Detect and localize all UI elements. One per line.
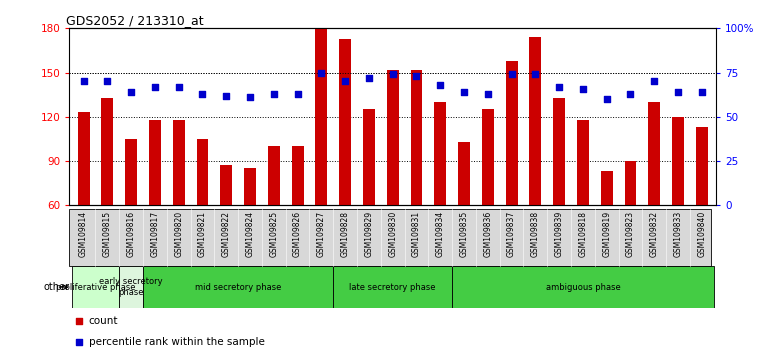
Bar bbox=[648, 102, 660, 205]
Bar bbox=[452, 266, 714, 308]
Text: GSM109825: GSM109825 bbox=[270, 211, 278, 257]
Bar bbox=[268, 146, 280, 205]
Bar bbox=[577, 120, 589, 205]
Point bbox=[624, 91, 637, 97]
Point bbox=[553, 84, 565, 90]
Bar bbox=[672, 117, 684, 205]
Text: GSM109831: GSM109831 bbox=[412, 211, 421, 257]
Point bbox=[196, 91, 209, 97]
Bar bbox=[102, 98, 113, 205]
Point bbox=[73, 318, 85, 324]
Bar bbox=[333, 266, 452, 308]
Bar bbox=[530, 37, 541, 205]
Point bbox=[529, 72, 541, 77]
Bar bbox=[363, 109, 375, 205]
Text: GSM109822: GSM109822 bbox=[222, 211, 231, 257]
Bar bbox=[119, 266, 143, 308]
Bar bbox=[220, 166, 233, 205]
Text: GSM109827: GSM109827 bbox=[317, 211, 326, 257]
Text: mid secretory phase: mid secretory phase bbox=[195, 282, 281, 292]
Text: GSM109839: GSM109839 bbox=[554, 211, 564, 257]
Bar bbox=[553, 98, 565, 205]
Text: GSM109820: GSM109820 bbox=[174, 211, 183, 257]
Point bbox=[648, 79, 661, 84]
Bar bbox=[244, 169, 256, 205]
Text: GSM109819: GSM109819 bbox=[602, 211, 611, 257]
Text: late secretory phase: late secretory phase bbox=[350, 282, 436, 292]
Text: GSM109815: GSM109815 bbox=[103, 211, 112, 257]
Text: GSM109838: GSM109838 bbox=[531, 211, 540, 257]
Text: ambiguous phase: ambiguous phase bbox=[546, 282, 621, 292]
Point bbox=[505, 72, 517, 77]
Text: GSM109821: GSM109821 bbox=[198, 211, 207, 257]
Point bbox=[125, 89, 137, 95]
Bar bbox=[506, 61, 517, 205]
Bar bbox=[172, 120, 185, 205]
Point bbox=[363, 75, 375, 81]
Bar bbox=[78, 113, 89, 205]
Text: early secretory
phase: early secretory phase bbox=[99, 278, 163, 297]
Point bbox=[387, 72, 399, 77]
Bar bbox=[69, 209, 711, 266]
Text: GSM109814: GSM109814 bbox=[79, 211, 88, 257]
Text: GSM109824: GSM109824 bbox=[246, 211, 255, 257]
Bar bbox=[434, 102, 446, 205]
Point bbox=[434, 82, 447, 88]
Point bbox=[482, 91, 494, 97]
Point bbox=[695, 89, 708, 95]
Point bbox=[244, 95, 256, 100]
Bar bbox=[126, 139, 137, 205]
Bar bbox=[340, 39, 351, 205]
Text: GSM109817: GSM109817 bbox=[150, 211, 159, 257]
Text: proliferative phase: proliferative phase bbox=[55, 282, 136, 292]
Point bbox=[78, 79, 90, 84]
Text: GSM109834: GSM109834 bbox=[436, 211, 445, 257]
Text: GSM109818: GSM109818 bbox=[578, 211, 588, 257]
Point bbox=[149, 84, 161, 90]
Text: GSM109840: GSM109840 bbox=[698, 211, 706, 257]
Text: GSM109828: GSM109828 bbox=[340, 211, 350, 257]
Point bbox=[458, 89, 470, 95]
Bar bbox=[143, 266, 333, 308]
Text: GSM109836: GSM109836 bbox=[484, 211, 492, 257]
Point bbox=[101, 79, 113, 84]
Bar bbox=[149, 120, 161, 205]
Text: GDS2052 / 213310_at: GDS2052 / 213310_at bbox=[66, 14, 204, 27]
Bar bbox=[292, 146, 303, 205]
Text: GSM109832: GSM109832 bbox=[650, 211, 659, 257]
Point bbox=[172, 84, 185, 90]
Text: count: count bbox=[89, 316, 119, 326]
Point bbox=[268, 91, 280, 97]
Text: GSM109833: GSM109833 bbox=[674, 211, 682, 257]
Bar bbox=[458, 142, 470, 205]
Text: GSM109823: GSM109823 bbox=[626, 211, 635, 257]
Text: GSM109816: GSM109816 bbox=[126, 211, 136, 257]
Point bbox=[672, 89, 685, 95]
Bar bbox=[72, 266, 119, 308]
Text: GSM109829: GSM109829 bbox=[364, 211, 373, 257]
Point bbox=[291, 91, 303, 97]
Bar bbox=[196, 139, 209, 205]
Point bbox=[601, 96, 613, 102]
Bar bbox=[410, 70, 423, 205]
Bar bbox=[696, 127, 708, 205]
Text: GSM109830: GSM109830 bbox=[388, 211, 397, 257]
Bar bbox=[316, 28, 327, 205]
Point bbox=[315, 70, 327, 75]
Text: GSM109826: GSM109826 bbox=[293, 211, 302, 257]
Point bbox=[410, 73, 423, 79]
Bar bbox=[482, 109, 494, 205]
Text: GSM109835: GSM109835 bbox=[460, 211, 468, 257]
Bar bbox=[387, 70, 399, 205]
Point bbox=[577, 86, 589, 91]
Point bbox=[73, 340, 85, 346]
Bar bbox=[624, 161, 637, 205]
Text: percentile rank within the sample: percentile rank within the sample bbox=[89, 337, 265, 348]
Point bbox=[220, 93, 233, 98]
Bar bbox=[601, 171, 613, 205]
Text: GSM109837: GSM109837 bbox=[507, 211, 516, 257]
Text: other: other bbox=[44, 282, 70, 292]
Point bbox=[339, 79, 351, 84]
